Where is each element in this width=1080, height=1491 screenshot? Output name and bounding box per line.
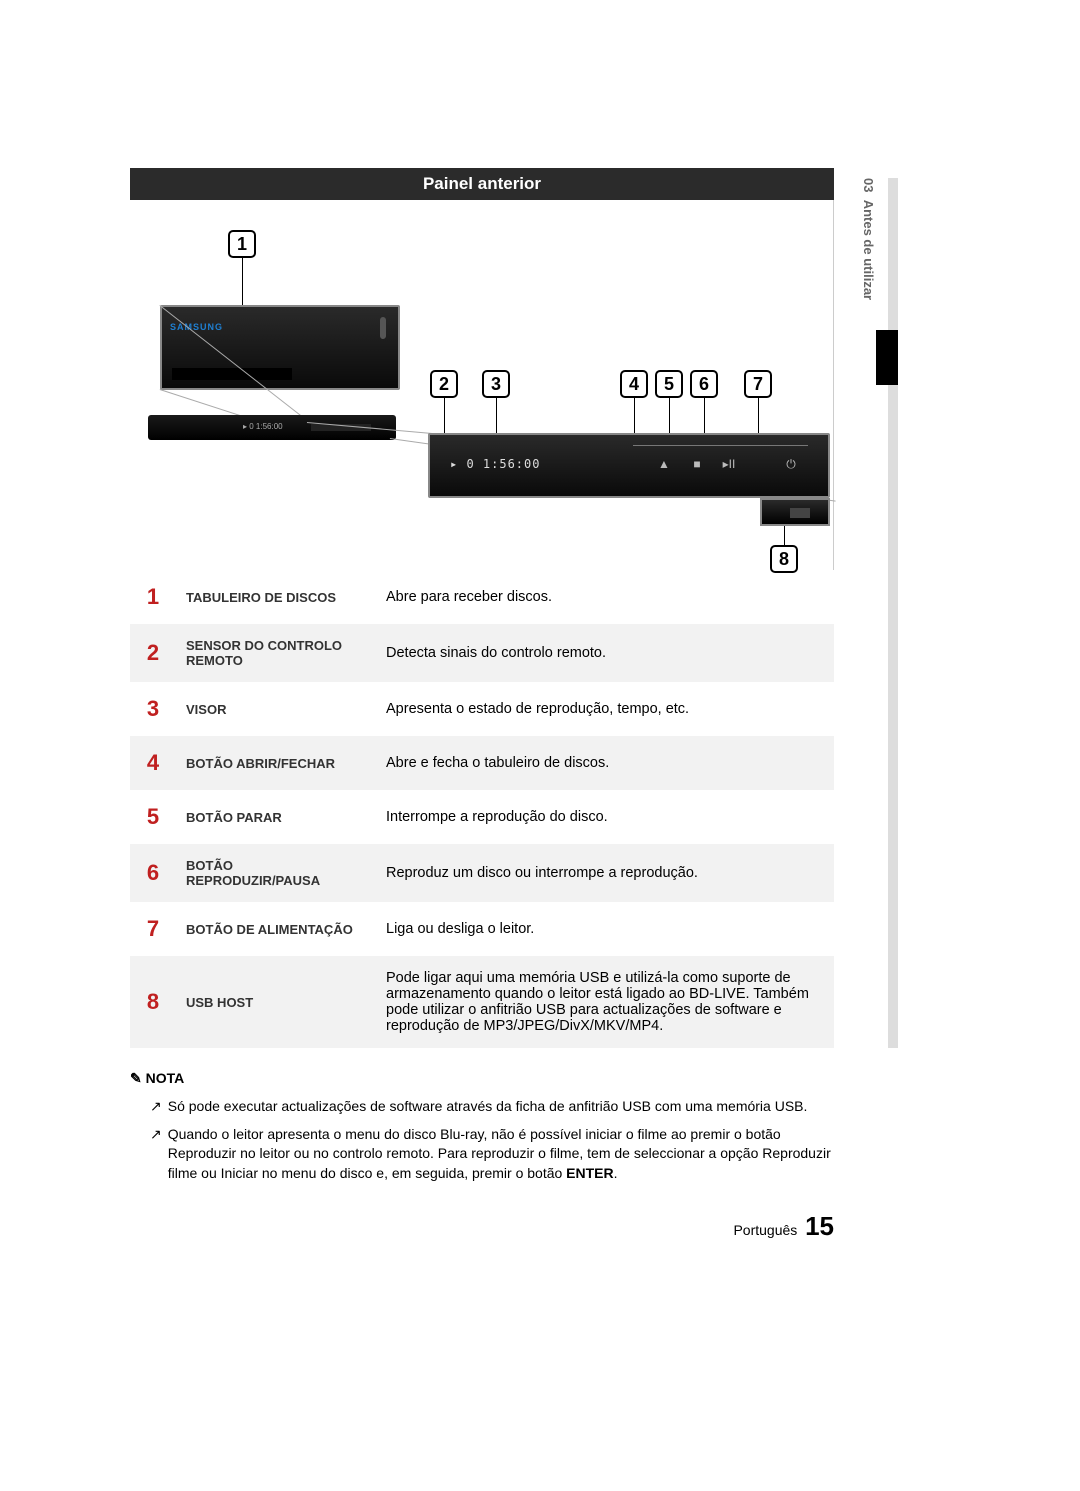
callout-line-8 [784, 525, 785, 545]
notes-section: NOTA ↗ Só pode executar actualizações de … [130, 1070, 834, 1183]
display-panel: ▸ 0 1:56:00 [450, 457, 540, 471]
legend-row: 5BOTÃO PARARInterrompe a reprodução do d… [130, 790, 834, 844]
callout-1: 1 [228, 230, 256, 258]
side-black-tab [876, 330, 898, 385]
disc-tray-inset: SAMSUNG [160, 305, 400, 390]
side-tab: 03 Antes de utilizar [861, 178, 876, 300]
note-item: ↗ Só pode executar actualizações de softw… [130, 1097, 834, 1117]
legend-desc: Reproduz um disco ou interrompe a reprod… [376, 844, 834, 902]
section-title: Painel anterior [423, 174, 541, 193]
side-tab-num: 03 [861, 178, 876, 192]
legend-desc: Abre para receber discos. [376, 570, 834, 624]
legend-label: BOTÃO ABRIR/FECHAR [176, 736, 376, 790]
notes-title: NOTA [130, 1070, 834, 1087]
legend-num: 5 [130, 790, 176, 844]
legend-num: 7 [130, 902, 176, 956]
open-close-icon: ▲ [655, 457, 673, 475]
callout-4: 4 [620, 370, 648, 398]
note-text: Só pode executar actualizações de softwa… [168, 1097, 808, 1117]
legend-desc: Interrompe a reprodução do disco. [376, 790, 834, 844]
legend-label: BOTÃO DE ALIMENTAÇÃO [176, 902, 376, 956]
note-bullet-icon: ↗ [150, 1125, 162, 1184]
legend-num: 6 [130, 844, 176, 902]
footer-lang: Português [733, 1222, 797, 1238]
mini-display: ▸ 0 1:56:00 [243, 422, 283, 431]
legend-row: 7BOTÃO DE ALIMENTAÇÃOLiga ou desliga o l… [130, 902, 834, 956]
note-bullet-icon: ↗ [150, 1097, 162, 1117]
stop-icon: ■ [688, 457, 706, 475]
callout-5: 5 [655, 370, 683, 398]
front-panel-diagram: 1 2 3 4 5 6 7 8 SAMSUNG ▸ 0 1:56:00 ▸ 0 … [130, 200, 834, 570]
legend-row: 8USB HOSTPode ligar aqui uma memória USB… [130, 956, 834, 1048]
note-text: Quando o leitor apresenta o menu do disc… [168, 1125, 834, 1184]
legend-label: VISOR [176, 682, 376, 736]
callout-6: 6 [690, 370, 718, 398]
legend-label: BOTÃO REPRODUZIR/PAUSA [176, 844, 376, 902]
callout-3: 3 [482, 370, 510, 398]
brand-logo: SAMSUNG [170, 322, 223, 332]
legend-desc: Abre e fecha o tabuleiro de discos. [376, 736, 834, 790]
legend-desc: Detecta sinais do controlo remoto. [376, 624, 834, 682]
control-panel-inset: ▸ 0 1:56:00 ▲ ■ ▸II ⏻ [428, 433, 830, 498]
legend-num: 1 [130, 570, 176, 624]
legend-table: 1TABULEIRO DE DISCOSAbre para receber di… [130, 570, 834, 1048]
page-footer: Português 15 [130, 1211, 834, 1242]
legend-num: 3 [130, 682, 176, 736]
disc-tray-slot [172, 368, 292, 380]
side-gray-bar [888, 178, 898, 1048]
legend-row: 1TABULEIRO DE DISCOSAbre para receber di… [130, 570, 834, 624]
legend-num: 2 [130, 624, 176, 682]
callout-7: 7 [744, 370, 772, 398]
section-header: Painel anterior [130, 168, 834, 200]
callout-2: 2 [430, 370, 458, 398]
legend-label: TABULEIRO DE DISCOS [176, 570, 376, 624]
legend-num: 4 [130, 736, 176, 790]
play-pause-icon: ▸II [720, 457, 738, 475]
legend-label: USB HOST [176, 956, 376, 1048]
legend-row: 3VISORApresenta o estado de reprodução, … [130, 682, 834, 736]
legend-row: 2SENSOR DO CONTROLO REMOTODetecta sinais… [130, 624, 834, 682]
note-item: ↗Quando o leitor apresenta o menu do dis… [130, 1125, 834, 1184]
side-tab-label: Antes de utilizar [861, 200, 876, 300]
legend-label: SENSOR DO CONTROLO REMOTO [176, 624, 376, 682]
legend-row: 6BOTÃO REPRODUZIR/PAUSAReproduz um disco… [130, 844, 834, 902]
panel-top-line [633, 445, 808, 446]
legend-desc: Liga ou desliga o leitor. [376, 902, 834, 956]
footer-page: 15 [805, 1211, 834, 1241]
legend-desc: Apresenta o estado de reprodução, tempo,… [376, 682, 834, 736]
legend-label: BOTÃO PARAR [176, 790, 376, 844]
legend-row: 4BOTÃO ABRIR/FECHARAbre e fecha o tabule… [130, 736, 834, 790]
legend-desc: Pode ligar aqui uma memória USB e utiliz… [376, 956, 834, 1048]
usb-port-inset [760, 498, 830, 526]
power-icon: ⏻ [782, 457, 800, 475]
callout-8: 8 [770, 545, 798, 573]
inset-handle [380, 317, 386, 339]
legend-num: 8 [130, 956, 176, 1048]
